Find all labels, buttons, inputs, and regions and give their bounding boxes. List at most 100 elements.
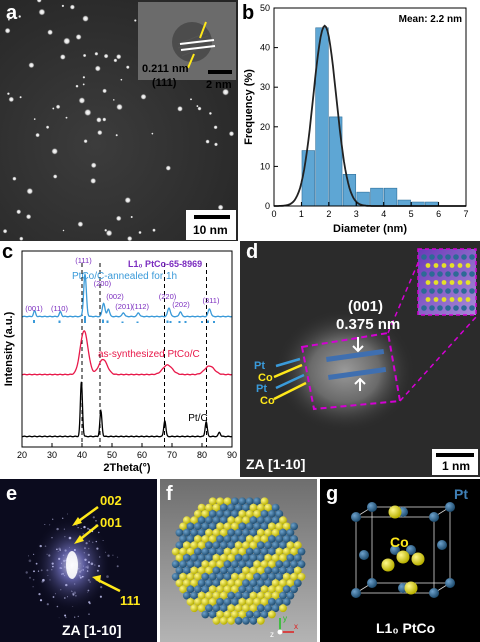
nanoparticle-dot [12,176,17,181]
panel-label: e [6,483,18,505]
x-tick-label: 70 [167,450,177,460]
nanoparticle-dot [138,230,142,235]
fft-speckle [73,549,76,551]
pt-atom [256,579,265,587]
fft-speckle [99,556,101,558]
pt-atom [242,579,250,587]
fft-speckle [51,562,54,565]
co-atom [227,516,236,525]
panel-a-tem-image: 0.211 nm (111) 2 nm 10 nm a [0,0,238,241]
co-atom [227,604,236,613]
y-tick-label: 40 [260,43,270,53]
fft-speckle [28,559,32,563]
zoom-region-outline [300,331,402,411]
spacing-label: 0.375 nm [336,316,400,333]
panel-label: c [2,241,14,263]
nanoparticle-dot [189,98,193,101]
fft-speckle [51,569,53,571]
pt-atom [234,528,243,537]
pt-atom [256,554,265,562]
pt-atom [242,528,250,537]
lattice-plane-marker [326,348,385,363]
pt-atom [182,591,191,600]
co-atom [212,528,221,537]
atom-layer-labels: Pt Co Pt Co [254,357,307,407]
inset-scale-label: 2 nm [206,79,232,91]
co-atom [242,604,250,613]
pt-atom [282,585,291,594]
pt-atom [390,545,400,555]
pt-atom [201,610,210,619]
co-atom [441,297,447,302]
fft-speckle [88,601,91,604]
y-tick-label: 10 [260,161,270,171]
nanoparticle-dot [26,187,34,195]
pt-atom [268,598,276,606]
pt-atom [227,566,236,575]
pt-atom [231,510,239,518]
scale-label: 1 nm [442,459,470,473]
co-atom [275,522,284,531]
pt-atom [256,604,265,613]
pt-atom [367,502,377,512]
nanoparticle-dot [45,125,50,129]
pt-atom [208,610,217,619]
co-atom [231,522,239,531]
nanoparticle-dot [33,118,36,121]
pt-atom [256,516,265,525]
y-tick-label: 20 [260,122,270,132]
pt-atom [275,535,284,543]
pt-atom [437,254,443,260]
co-atom [457,280,463,285]
inset-spacing-label: 0.211 nm [142,63,189,75]
co-atom [260,560,269,569]
pt-atom [268,510,276,518]
co-atom [253,535,261,543]
pt-atom [253,547,261,556]
co-atom [201,510,210,518]
pt-atom [227,528,236,537]
peak-label: (202) [172,300,190,309]
co-atom [212,616,221,625]
co-atom [286,579,295,587]
zone-axis-label: ZA [1-10] [246,456,305,472]
fft-speckle [46,569,49,572]
nanoparticle-dot [97,129,103,136]
pt-atom [227,503,236,512]
nanoparticle-dot [84,108,92,117]
pt-atom [238,497,247,506]
pt-atom [182,566,191,575]
pt-atom [461,305,467,311]
fft-speckle [96,569,99,572]
co-atom [219,579,228,587]
fft-speckle [80,528,82,529]
co-atom [253,560,261,569]
pt-atom [249,616,258,625]
fft-speckle [81,575,84,578]
pt-atom [197,528,206,537]
co-atom [216,610,224,619]
spot-label-002: 002 [100,493,122,508]
nanoparticle-dot [38,8,46,16]
co-atom [182,541,191,550]
pt-atom [219,604,228,613]
panel-b-histogram: 0 1 2 3 4 5 6 7 0 10 20 30 40 50 Diameter (nm) Frequenc… [240,0,480,241]
pt-atom [201,585,210,594]
pt-atom [194,522,202,531]
nanoparticle-dot [2,228,8,234]
pt-atom [216,547,224,556]
particle-model: y x z [160,479,317,642]
nanoparticle-dot [52,174,58,179]
peak-label: (201) [115,302,133,311]
pt-atom [264,541,273,550]
fft-speckle [58,547,61,550]
fft-speckle [49,579,51,581]
pt-atom [421,288,427,294]
co-atom [425,280,431,285]
co-atom [190,604,199,613]
spot-label-001: 001 [100,515,122,530]
co-atom [234,604,243,613]
fft-speckle [39,544,42,548]
co-atom [212,503,221,512]
pt-atom [245,497,254,506]
